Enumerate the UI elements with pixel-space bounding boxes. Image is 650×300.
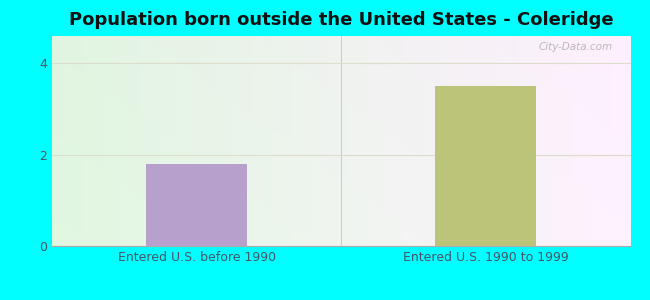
Title: Population born outside the United States - Coleridge: Population born outside the United State… <box>69 11 614 29</box>
Bar <box>146 164 247 246</box>
Text: City-Data.com: City-Data.com <box>539 42 613 52</box>
Bar <box>436 86 536 246</box>
